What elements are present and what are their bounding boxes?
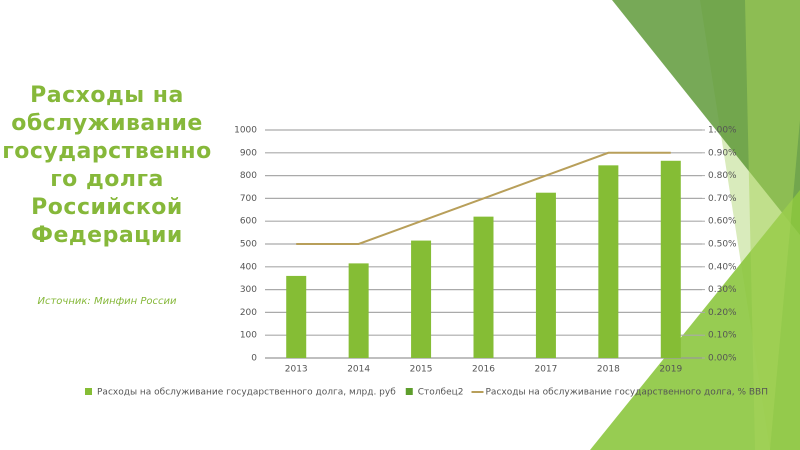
x-tick-label: 2013 (285, 365, 308, 375)
bar (286, 275, 307, 358)
y2-tick-label: 0.90% (708, 148, 737, 158)
x-tick-label: 2019 (659, 365, 682, 375)
legend-swatch (405, 388, 413, 395)
y2-tick-label: 0.30% (708, 285, 737, 295)
x-tick-label: 2017 (534, 365, 557, 375)
y-tick-label: 700 (240, 194, 257, 204)
bar (348, 263, 369, 358)
slide-subtitle: Источник: Минфин России (37, 296, 177, 307)
y-tick-label: 300 (240, 285, 257, 295)
legend-label: Столбец2 (418, 388, 464, 398)
legend-label: Расходы на обслуживание государственного… (486, 388, 769, 398)
y-tick-label: 800 (240, 171, 257, 181)
bar (411, 240, 432, 358)
decoration (745, 0, 800, 450)
y2-tick-label: 0.70% (708, 194, 737, 204)
y-tick-label: 400 (240, 262, 257, 272)
slide-title: Расходы на обслуживание государственного… (2, 83, 212, 248)
legend-swatch (85, 388, 92, 395)
decoration (590, 190, 800, 450)
y2-tick-label: 0.00% (708, 354, 737, 364)
y2-tick-label: 0.40% (708, 262, 737, 272)
bar (598, 165, 619, 358)
y2-tick-label: 0.20% (708, 308, 737, 318)
bar (535, 192, 556, 358)
y-tick-label: 0 (251, 354, 257, 364)
y-tick-label: 200 (240, 308, 257, 318)
y-tick-label: 500 (240, 240, 257, 250)
y2-tick-label: 0.10% (708, 331, 737, 341)
x-tick-label: 2015 (410, 365, 433, 375)
y-tick-label: 100 (240, 331, 257, 341)
y2-tick-label: 0.60% (708, 217, 737, 227)
bar (660, 160, 681, 358)
legend-label: Расходы на обслуживание государственного… (97, 388, 396, 398)
y2-tick-label: 1.00% (708, 126, 737, 136)
y2-tick-label: 0.80% (708, 171, 737, 181)
y-tick-label: 1000 (234, 126, 257, 136)
y-tick-label: 900 (240, 148, 257, 158)
y2-tick-label: 0.50% (708, 240, 737, 250)
bar (473, 216, 494, 358)
line (296, 151, 671, 245)
x-tick-label: 2014 (347, 365, 370, 375)
y-tick-label: 600 (240, 217, 257, 227)
x-tick-label: 2018 (597, 365, 620, 375)
x-tick-label: 2016 (472, 365, 495, 375)
